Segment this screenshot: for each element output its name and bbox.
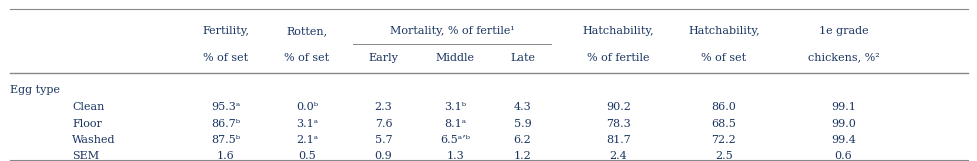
Text: 87.5ᵇ: 87.5ᵇ bbox=[211, 135, 239, 145]
Text: 4.3: 4.3 bbox=[513, 102, 531, 112]
Text: 99.1: 99.1 bbox=[830, 102, 855, 112]
Text: 2.4: 2.4 bbox=[609, 151, 626, 161]
Text: 2.3: 2.3 bbox=[374, 102, 392, 112]
Text: 99.0: 99.0 bbox=[830, 118, 855, 128]
Text: 8.1ᵃ: 8.1ᵃ bbox=[444, 118, 466, 128]
Text: 1e grade: 1e grade bbox=[818, 26, 868, 36]
Text: Hatchability,: Hatchability, bbox=[582, 26, 654, 36]
Text: 86.0: 86.0 bbox=[710, 102, 736, 112]
Text: chickens, %²: chickens, %² bbox=[807, 53, 878, 63]
Text: 5.7: 5.7 bbox=[374, 135, 392, 145]
Text: Fertility,: Fertility, bbox=[201, 26, 249, 36]
Text: % of set: % of set bbox=[701, 53, 745, 63]
Text: Floor: Floor bbox=[72, 118, 102, 128]
Text: % of fertile: % of fertile bbox=[586, 53, 649, 63]
Text: Late: Late bbox=[510, 53, 534, 63]
Text: % of set: % of set bbox=[284, 53, 329, 63]
Text: 1.2: 1.2 bbox=[513, 151, 531, 161]
Text: 0.6: 0.6 bbox=[834, 151, 852, 161]
Text: 99.4: 99.4 bbox=[830, 135, 855, 145]
Text: 6.5ᵃ’ᵇ: 6.5ᵃ’ᵇ bbox=[440, 135, 470, 145]
Text: Hatchability,: Hatchability, bbox=[687, 26, 759, 36]
Text: 2.5: 2.5 bbox=[714, 151, 732, 161]
Text: 7.6: 7.6 bbox=[374, 118, 392, 128]
Text: Washed: Washed bbox=[72, 135, 115, 145]
Text: 0.0ᵇ: 0.0ᵇ bbox=[295, 102, 318, 112]
Text: 3.1ᵇ: 3.1ᵇ bbox=[444, 102, 466, 112]
Text: 0.9: 0.9 bbox=[374, 151, 392, 161]
Text: % of set: % of set bbox=[202, 53, 248, 63]
Text: Early: Early bbox=[368, 53, 398, 63]
Text: 81.7: 81.7 bbox=[606, 135, 630, 145]
Text: 5.9: 5.9 bbox=[513, 118, 531, 128]
Text: 72.2: 72.2 bbox=[710, 135, 736, 145]
Text: 90.2: 90.2 bbox=[606, 102, 630, 112]
Text: 0.5: 0.5 bbox=[298, 151, 316, 161]
Text: 95.3ᵃ: 95.3ᵃ bbox=[211, 102, 239, 112]
Text: 3.1ᵃ: 3.1ᵃ bbox=[295, 118, 318, 128]
Text: 2.1ᵃ: 2.1ᵃ bbox=[295, 135, 318, 145]
Text: SEM: SEM bbox=[72, 151, 99, 161]
Text: Middle: Middle bbox=[436, 53, 475, 63]
Text: Egg type: Egg type bbox=[10, 85, 60, 95]
Text: 1.3: 1.3 bbox=[446, 151, 464, 161]
Text: 1.6: 1.6 bbox=[216, 151, 234, 161]
Text: Mortality, % of fertile¹: Mortality, % of fertile¹ bbox=[390, 26, 515, 36]
Text: Clean: Clean bbox=[72, 102, 105, 112]
Text: 6.2: 6.2 bbox=[513, 135, 531, 145]
Text: 78.3: 78.3 bbox=[606, 118, 630, 128]
Text: Rotten,: Rotten, bbox=[286, 26, 327, 36]
Text: 68.5: 68.5 bbox=[710, 118, 736, 128]
Text: 86.7ᵇ: 86.7ᵇ bbox=[211, 118, 239, 128]
